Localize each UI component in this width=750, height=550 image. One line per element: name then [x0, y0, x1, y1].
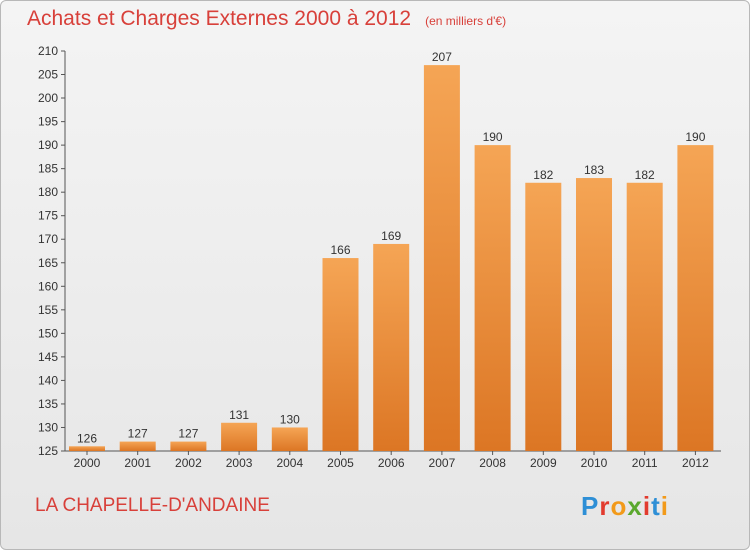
bar-2007 [423, 65, 460, 451]
bar-value-label: 190 [685, 130, 705, 144]
bar-2000 [69, 446, 105, 451]
y-tick-label: 160 [38, 279, 58, 293]
bar-2006 [373, 243, 410, 451]
logo-letter: i [642, 491, 652, 521]
y-tick-label: 185 [38, 162, 58, 176]
y-tick-label: 145 [38, 350, 58, 364]
x-tick-label: 2002 [175, 456, 202, 470]
y-tick-label: 210 [38, 44, 58, 58]
y-tick-label: 190 [38, 138, 58, 152]
y-tick-label: 205 [38, 68, 58, 82]
y-tick-label: 180 [38, 185, 58, 199]
bar-2005 [322, 258, 359, 451]
bar-value-label: 183 [584, 163, 604, 177]
bar-2012 [677, 145, 714, 451]
bar-2003 [221, 422, 258, 451]
y-tick-label: 155 [38, 303, 58, 317]
y-tick-label: 165 [38, 256, 58, 270]
x-tick-label: 2007 [429, 456, 456, 470]
bar-value-label: 182 [533, 168, 553, 182]
x-tick-label: 2009 [530, 456, 557, 470]
y-tick-label: 170 [38, 232, 58, 246]
x-tick-label: 2010 [581, 456, 608, 470]
x-tick-label: 2008 [479, 456, 506, 470]
bar-2010 [576, 178, 612, 451]
x-tick-label: 2000 [74, 456, 101, 470]
bar-value-label: 166 [330, 243, 350, 257]
x-tick-label: 2001 [124, 456, 151, 470]
bar-value-label: 127 [178, 427, 198, 441]
bar-value-label: 127 [128, 427, 148, 441]
proxiti-logo: Proxiti [581, 491, 669, 522]
bar-value-label: 169 [381, 229, 401, 243]
bars-layer: 126 127 127 131 130 166 169 207 190 182 183 182 190 [69, 50, 714, 451]
y-tick-label: 200 [38, 91, 58, 105]
chart-unit-note: (en milliers d'€) [425, 14, 507, 28]
logo-letter: i [660, 491, 669, 521]
logo-letter: x [627, 491, 643, 521]
chart-title: Achats et Charges Externes 2000 à 2012 [27, 7, 412, 30]
bar-value-label: 130 [280, 412, 300, 426]
x-tick-label: 2003 [226, 456, 253, 470]
x-tick-label: 2006 [378, 456, 405, 470]
title-row: Achats et Charges Externes 2000 à 2012 (… [27, 7, 506, 31]
logo-letter: P [581, 491, 600, 521]
x-tick-label: 2012 [682, 456, 709, 470]
bar-value-label: 126 [77, 431, 97, 445]
bar-value-label: 207 [432, 50, 452, 64]
logo-letter: t [651, 491, 661, 521]
logo-letter: r [599, 491, 611, 521]
bar-2009 [525, 182, 562, 451]
x-tick-label: 2005 [327, 456, 354, 470]
x-tick-label: 2011 [632, 456, 658, 470]
y-tick-label: 195 [38, 115, 58, 129]
bar-2008 [474, 145, 511, 451]
bar-value-label: 131 [229, 408, 249, 422]
bar-2011 [626, 182, 663, 451]
y-tick-label: 125 [38, 444, 58, 458]
y-tick-label: 150 [38, 326, 58, 340]
bar-2004 [271, 427, 308, 451]
logo-letter: o [610, 491, 628, 521]
x-tick-label: 2004 [276, 456, 303, 470]
y-tick-label: 135 [38, 397, 58, 411]
bar-2002 [170, 441, 207, 451]
bar-2001 [119, 441, 156, 451]
y-tick-label: 130 [38, 420, 58, 434]
place-name: LA CHAPELLE-D'ANDAINE [35, 495, 270, 516]
bar-value-label: 182 [635, 168, 655, 182]
y-tick-label: 140 [38, 373, 58, 387]
bar-value-label: 190 [483, 130, 503, 144]
y-tick-label: 175 [38, 209, 58, 223]
